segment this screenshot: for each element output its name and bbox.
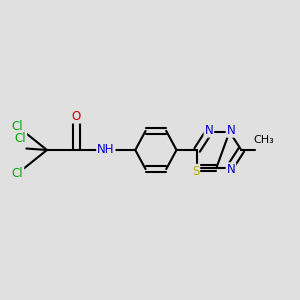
Text: Cl: Cl: [12, 120, 23, 133]
Text: N: N: [226, 124, 235, 137]
Text: CH₃: CH₃: [253, 135, 274, 145]
Text: O: O: [72, 110, 81, 123]
Text: Cl: Cl: [15, 132, 26, 145]
Text: Cl: Cl: [12, 167, 23, 180]
Text: NH: NH: [97, 143, 115, 157]
Text: N: N: [205, 124, 213, 137]
Text: N: N: [226, 163, 235, 176]
Text: S: S: [192, 165, 199, 178]
